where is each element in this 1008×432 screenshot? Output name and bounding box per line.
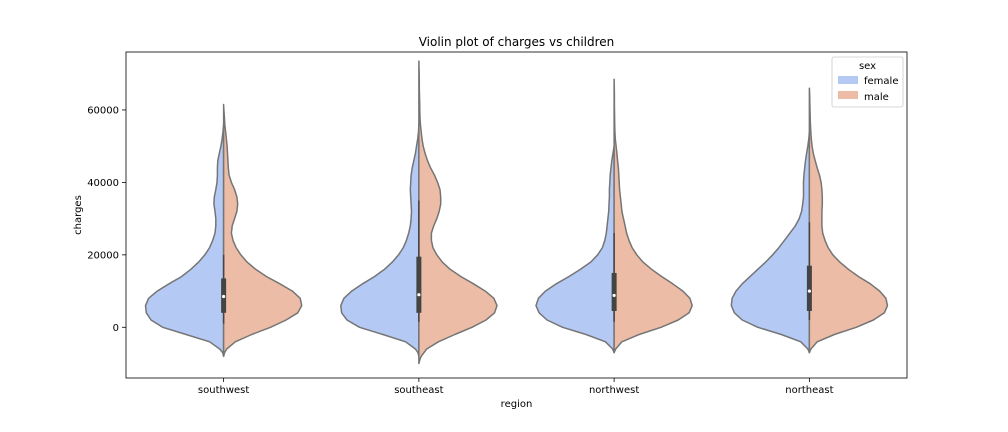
violin-southeast-female: [340, 123, 420, 358]
x-tick-label-southwest: southwest: [198, 385, 249, 396]
legend: sex female male: [831, 56, 904, 108]
violin-northeast-male: [808, 87, 889, 354]
legend-label-male: male: [864, 92, 889, 103]
box-median-southwest: [222, 294, 226, 299]
legend-swatch-female: [838, 76, 858, 84]
plot-area-frame: [125, 51, 908, 379]
x-axis-label: region: [501, 399, 533, 410]
y-tick-label: 60000: [87, 105, 119, 116]
y-tick-label: 40000: [87, 178, 119, 189]
violin-southwest-female: [144, 123, 225, 358]
x-axis: southwest southeast northwest northeast: [198, 378, 834, 396]
legend-label-female: female: [864, 76, 898, 87]
y-tick-label: 0: [113, 323, 119, 334]
y-tick-label: 20000: [87, 250, 119, 261]
x-tick-label-southeast: southeast: [394, 385, 443, 396]
box-median-southeast: [417, 293, 421, 297]
violin-northwest-male: [613, 78, 693, 354]
violin-southeast-male: [418, 60, 498, 365]
violins-layer: [144, 60, 889, 365]
violin-northwest-female: [535, 145, 615, 354]
boxes-layer: [221, 200, 812, 324]
x-tick-label-northwest: northwest: [589, 385, 639, 396]
violin-northeast-female: [730, 130, 811, 354]
box-median-northeast: [807, 289, 811, 293]
x-tick-label-northeast: northeast: [785, 385, 833, 396]
box-iqr-northwest: [611, 272, 617, 311]
box-median-northwest: [612, 293, 616, 298]
box-iqr-southeast: [416, 256, 422, 313]
legend-swatch-male: [838, 91, 858, 99]
y-axis: 0 20000 40000 60000: [87, 105, 126, 334]
box-iqr-northeast: [806, 265, 812, 311]
legend-title: sex: [859, 61, 876, 72]
violin-southwest-male: [222, 103, 303, 358]
chart-title: Violin plot of charges vs children: [419, 35, 615, 49]
y-axis-label: charges: [73, 195, 84, 235]
